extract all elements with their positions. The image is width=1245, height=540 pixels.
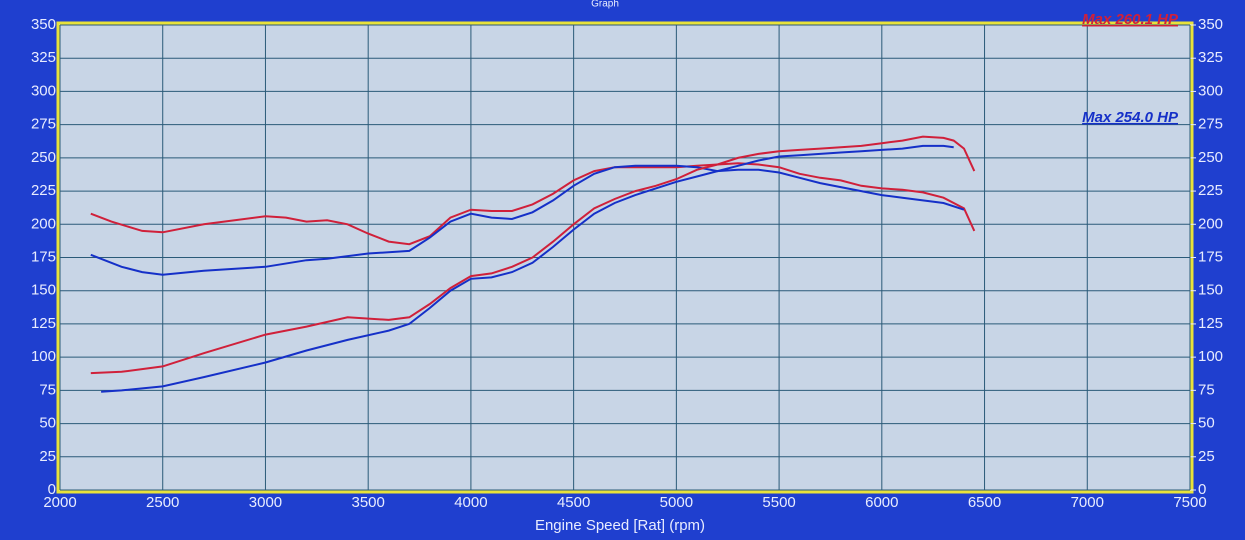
y-tick-label: 125 [31,315,56,332]
y-tick-label: 225 [31,182,56,199]
line [90,162,976,246]
line [90,135,976,375]
x-tick-label: 4000 [454,494,487,511]
y2-tick-label: 175 [1198,248,1223,265]
y2-tick-label: 200 [1198,215,1223,232]
x-tick-label: 3500 [351,494,384,511]
y-tick-label: 0 [48,481,56,498]
y2-tick-label: 0 [1198,481,1206,498]
x-tick-label: 5000 [660,494,693,511]
y-tick-label: 200 [31,215,56,232]
y2-tick-label: 350 [1198,16,1223,33]
y2-tick-label: 325 [1198,49,1223,66]
x-tick-label: 7000 [1071,494,1104,511]
y2-tick-label: 300 [1198,82,1223,99]
y2-tick-label: 275 [1198,116,1223,133]
y-tick-label: 175 [31,248,56,265]
y2-tick-label: 125 [1198,315,1223,332]
x-tick-label: 2000 [43,494,76,511]
y-tick-label: 325 [31,49,56,66]
x-tick-label: 7500 [1173,494,1206,511]
chart-title: Graph [591,0,619,10]
y-tick-label: 75 [39,381,56,398]
y2-tick-label: 250 [1198,149,1223,166]
y2-tick-label: 100 [1198,348,1223,365]
line [90,164,965,276]
annotation: Max 260.1 HP [1082,11,1179,28]
annotation: Max 254.0 HP [1082,109,1179,126]
y2-tick-label: 150 [1198,282,1223,299]
y2-tick-label: 75 [1198,381,1215,398]
y2-tick-label: 225 [1198,182,1223,199]
y-tick-label: 150 [31,282,56,299]
line [101,144,954,393]
y-tick-label: 50 [39,415,56,432]
y-tick-label: 250 [31,149,56,166]
x-tick-label: 6000 [865,494,898,511]
y-tick-label: 275 [31,116,56,133]
y2-tick-label: 25 [1198,448,1215,465]
x-tick-label: 4500 [557,494,590,511]
y2-tick-label: 50 [1198,415,1215,432]
y-tick-label: 25 [39,448,56,465]
y-tick-label: 300 [31,82,56,99]
x-tick-label: 2500 [146,494,179,511]
x-tick-label: 5500 [762,494,795,511]
x-tick-label: 6500 [968,494,1001,511]
y-tick-label: 350 [31,16,56,33]
y-tick-label: 100 [31,348,56,365]
x-axis-label: Engine Speed [Rat] (rpm) [535,517,705,534]
x-tick-label: 3000 [249,494,282,511]
